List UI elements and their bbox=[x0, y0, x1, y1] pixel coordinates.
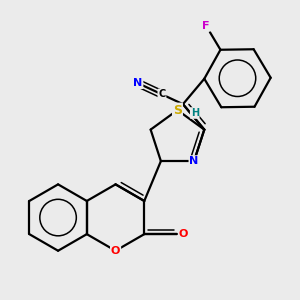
Text: S: S bbox=[173, 103, 182, 117]
Text: H: H bbox=[191, 108, 199, 118]
Text: F: F bbox=[202, 21, 210, 31]
Text: N: N bbox=[133, 78, 142, 88]
Text: N: N bbox=[189, 156, 199, 166]
Text: O: O bbox=[111, 246, 120, 256]
Text: C: C bbox=[158, 89, 166, 99]
Text: O: O bbox=[179, 229, 188, 239]
